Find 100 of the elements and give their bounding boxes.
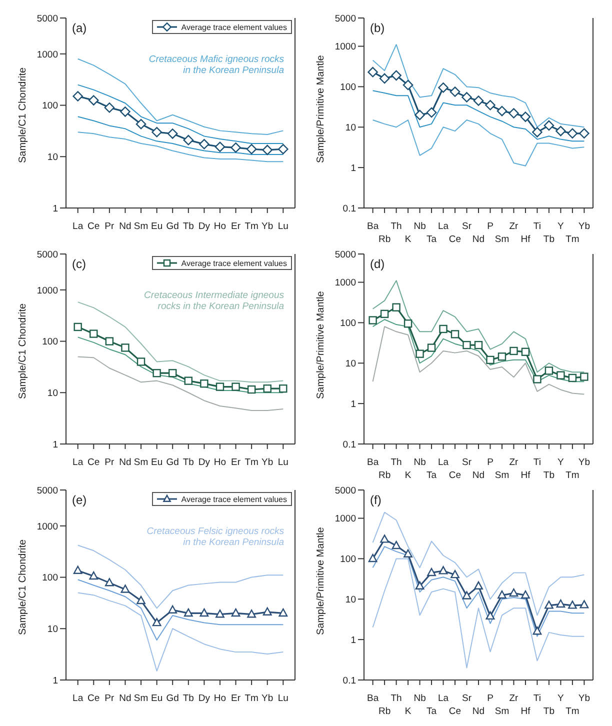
- y-tick-label: 1: [350, 162, 356, 174]
- line-series: [372, 90, 585, 142]
- point: [544, 366, 554, 375]
- y-tick-label: 10: [47, 624, 58, 636]
- x-tick-label: Sr: [462, 221, 472, 232]
- y-tick-label: 10: [47, 152, 58, 164]
- y-tick-label: 1000: [36, 521, 58, 532]
- y-axis-title: Sample/Primitive Mantle: [316, 54, 327, 163]
- x-tick-label: La: [438, 221, 450, 232]
- x-tick-label: Dy: [198, 221, 210, 232]
- y-tick-label: 10: [345, 594, 356, 606]
- x-tick-label: Tm: [244, 693, 259, 704]
- line-series: [77, 302, 284, 383]
- point: [72, 91, 83, 102]
- point: [214, 142, 226, 152]
- point: [532, 626, 542, 635]
- annotation: (d): [370, 257, 385, 271]
- legend-label: Average trace element values: [180, 258, 287, 268]
- point: [544, 120, 554, 131]
- point: [450, 330, 460, 338]
- x-tick-label: Y: [558, 457, 565, 468]
- point: [232, 382, 240, 391]
- point: [262, 144, 273, 156]
- y-tick-label: 10: [345, 358, 356, 370]
- x-tick-label: P: [487, 221, 494, 232]
- point: [184, 376, 192, 385]
- x-tick-label: La: [438, 457, 450, 468]
- point: [104, 102, 115, 113]
- y-tick-label: 5000: [334, 485, 356, 496]
- y-tick-label: 5000: [36, 13, 58, 24]
- point: [544, 600, 554, 609]
- point: [168, 369, 177, 378]
- point: [439, 324, 448, 334]
- point: [556, 599, 566, 608]
- point: [167, 128, 178, 139]
- point: [450, 570, 460, 578]
- point: [391, 70, 402, 81]
- point: [580, 600, 589, 608]
- x-tick-label: Tm: [566, 706, 580, 717]
- point: [368, 554, 378, 562]
- point: [262, 607, 272, 616]
- point: [246, 144, 257, 154]
- annotation: (b): [370, 21, 385, 35]
- point: [450, 86, 460, 97]
- point: [230, 142, 241, 153]
- x-tick-label: Nd: [472, 470, 485, 481]
- x-tick-label: Ce: [88, 221, 100, 232]
- point: [485, 100, 496, 110]
- x-tick-label: Ta: [426, 706, 438, 717]
- x-tick-label: Ce: [448, 470, 462, 481]
- x-tick-label: Y: [558, 693, 565, 704]
- y-tick-label: 1: [52, 439, 58, 450]
- annotation: (e): [72, 493, 87, 507]
- y-tick-label: 100: [42, 100, 58, 112]
- point: [404, 320, 412, 328]
- y-tick-label: 1000: [334, 42, 356, 53]
- point: [136, 596, 146, 604]
- point: [415, 581, 424, 590]
- x-tick-label: Rb: [378, 470, 391, 481]
- y-tick-label: 100: [42, 336, 58, 348]
- y-tick-label: 100: [42, 572, 58, 584]
- line-series: [372, 120, 585, 166]
- x-tick-label: Nd: [119, 221, 132, 232]
- x-tick-label: La: [72, 693, 84, 704]
- line-series: [372, 558, 585, 668]
- x-tick-label: Ho: [214, 457, 226, 468]
- line-series: [77, 132, 284, 162]
- point: [532, 127, 542, 138]
- point: [74, 322, 82, 332]
- y-tick-label: 1: [350, 634, 356, 646]
- x-tick-label: Y: [558, 221, 565, 232]
- point: [152, 369, 161, 378]
- x-tick-label: Hf: [520, 234, 531, 245]
- point: [402, 80, 414, 90]
- x-tick-label: Nd: [119, 457, 132, 468]
- x-tick-label: Nb: [414, 221, 426, 232]
- point: [216, 382, 224, 391]
- annotation: Cretaceous Intermediate igneous rocks in the Korean Peninsula: [144, 290, 284, 312]
- point: [580, 372, 588, 381]
- x-tick-label: Tb: [543, 470, 555, 481]
- x-tick-label: Hf: [520, 706, 531, 717]
- x-tick-label: Ta: [426, 234, 438, 245]
- y-tick-label: 1000: [334, 278, 356, 289]
- x-tick-label: Th: [390, 693, 402, 704]
- x-tick-label: Gd: [166, 221, 179, 232]
- x-tick-label: Ba: [366, 457, 380, 468]
- point: [579, 128, 590, 139]
- x-tick-label: Sm: [134, 221, 148, 232]
- point: [533, 375, 542, 384]
- point: [568, 600, 577, 609]
- point: [89, 571, 98, 580]
- x-tick-label: Zr: [509, 693, 518, 704]
- x-tick-label: Yb: [262, 693, 274, 704]
- point: [152, 618, 162, 626]
- x-tick-label: Nb: [414, 457, 426, 468]
- y-tick-label: 1: [350, 398, 356, 410]
- x-tick-label: Yb: [262, 457, 274, 468]
- point: [136, 118, 146, 130]
- point: [183, 134, 194, 146]
- point: [508, 108, 519, 118]
